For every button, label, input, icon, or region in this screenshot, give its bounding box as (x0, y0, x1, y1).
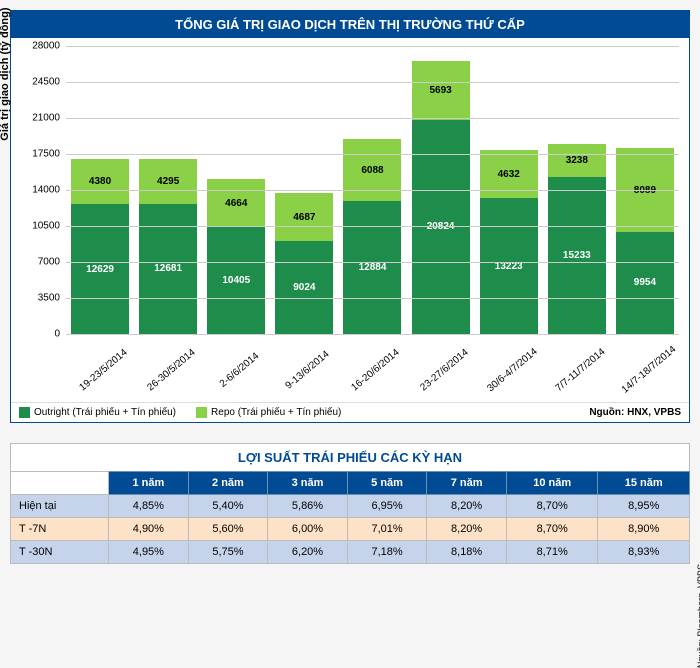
table-column-header: 3 năm (268, 472, 348, 495)
bar-value-outright: 15233 (563, 250, 591, 261)
table-body: Hiện tại4,85%5,40%5,86%6,95%8,20%8,70%8,… (11, 495, 690, 564)
table-header-row: 1 năm2 năm3 năm5 năm7 năm10 năm15 năm (11, 472, 690, 495)
bar-value-repo: 4632 (498, 169, 520, 180)
x-axis-labels: 19-23/5/201426-30/5/20142-6/6/20149-13/6… (66, 338, 679, 402)
bar-segment-outright: 9954 (616, 232, 674, 334)
bar-segment-repo: 4687 (275, 193, 333, 241)
bar-segment-repo: 4664 (207, 179, 265, 227)
gridline (66, 82, 679, 83)
table-cell: 5,60% (188, 518, 268, 541)
chart-title: TỔNG GIÁ TRỊ GIAO DỊCH TRÊN THỊ TRƯỜNG T… (11, 11, 689, 38)
table-row: T -7N4,90%5,60%6,00%7,01%8,20%8,70%8,90% (11, 518, 690, 541)
bar-value-repo: 4664 (225, 198, 247, 209)
bar-segment-repo: 4380 (71, 159, 129, 204)
bar-value-repo: 5693 (429, 85, 451, 96)
table-cell: 8,70% (506, 495, 598, 518)
bar-value-repo: 4295 (157, 176, 179, 187)
bar-value-outright: 10405 (222, 275, 250, 286)
legend-swatch-outright (19, 407, 30, 418)
y-tick-label: 10500 (18, 221, 60, 232)
x-tick-label: 14/7-18/7/2014 (620, 345, 700, 436)
table-cell: 5,75% (188, 541, 268, 564)
bar-value-repo: 4380 (89, 176, 111, 187)
table-cell: 6,95% (347, 495, 427, 518)
table-row-label: Hiện tại (11, 495, 109, 518)
table-column-header: 1 năm (109, 472, 189, 495)
table-cell: 7,01% (347, 518, 427, 541)
gridline (66, 190, 679, 191)
table-row-label: T -7N (11, 518, 109, 541)
bar-segment-repo: 6088 (343, 139, 401, 202)
bar-segment-outright: 12629 (71, 204, 129, 334)
table-cell: 4,90% (109, 518, 189, 541)
table-row: T -30N4,95%5,75%6,20%7,18%8,18%8,71%8,93… (11, 541, 690, 564)
gridline (66, 46, 679, 47)
table-cell: 8,71% (506, 541, 598, 564)
y-tick-label: 7000 (18, 257, 60, 268)
gridline (66, 118, 679, 119)
bar-segment-repo: 5693 (412, 61, 470, 120)
y-axis-label: Giá trị giao dịch (tỷ đồng) (0, 7, 11, 140)
y-tick-label: 24500 (18, 77, 60, 88)
bar-segment-outright: 9024 (275, 241, 333, 334)
table-corner-cell (11, 472, 109, 495)
y-tick-label: 3500 (18, 293, 60, 304)
bar-value-outright: 12629 (86, 264, 114, 275)
table-cell: 5,40% (188, 495, 268, 518)
chart-plot-area: Giá trị giao dịch (tỷ đồng) 438012629429… (11, 38, 689, 338)
bar-value-repo: 6088 (361, 165, 383, 176)
table-title: LỢI SUẤT TRÁI PHIẾU CÁC KỲ HẠN (10, 443, 690, 471)
table-row-label: T -30N (11, 541, 109, 564)
table-cell: 8,93% (598, 541, 690, 564)
table-cell: 6,20% (268, 541, 348, 564)
table-cell: 8,20% (427, 518, 507, 541)
table-column-header: 2 năm (188, 472, 268, 495)
bar-segment-outright: 15233 (548, 177, 606, 334)
gridline (66, 334, 679, 335)
bar-value-outright: 12884 (359, 262, 387, 273)
table-cell: 6,00% (268, 518, 348, 541)
table-cell: 8,95% (598, 495, 690, 518)
y-tick-label: 0 (18, 329, 60, 340)
table-source: Nguồn: Bloomberg, VPBS (696, 564, 700, 668)
y-tick-label: 28000 (18, 41, 60, 52)
table-column-header: 10 năm (506, 472, 598, 495)
yield-table: 1 năm2 năm3 năm5 năm7 năm10 năm15 năm Hi… (10, 471, 690, 564)
table-cell: 8,18% (427, 541, 507, 564)
bar-value-outright: 9954 (634, 277, 656, 288)
y-tick-label: 17500 (18, 149, 60, 160)
table-column-header: 15 năm (598, 472, 690, 495)
yield-table-container: LỢI SUẤT TRÁI PHIẾU CÁC KỲ HẠN 1 năm2 nă… (10, 443, 690, 564)
chart-plot: 4380 12629 4295 12681 4664 10405 4687 9024 6088 1… (66, 46, 679, 334)
bar-value-repo: 3238 (566, 155, 588, 166)
gridline (66, 262, 679, 263)
bar-value-repo: 4687 (293, 212, 315, 223)
table-cell: 4,95% (109, 541, 189, 564)
bar-segment-outright: 12884 (343, 201, 401, 334)
table-cell: 5,86% (268, 495, 348, 518)
bar-segment-outright: 12681 (139, 204, 197, 334)
table-column-header: 7 năm (427, 472, 507, 495)
bar-value-outright: 12681 (154, 263, 182, 274)
bar-segment-outright: 13223 (480, 198, 538, 334)
gridline (66, 226, 679, 227)
gridline (66, 298, 679, 299)
bar-value-outright: 9024 (293, 282, 315, 293)
gridline (66, 154, 679, 155)
table-row: Hiện tại4,85%5,40%5,86%6,95%8,20%8,70%8,… (11, 495, 690, 518)
bar-segment-repo: 3238 (548, 144, 606, 177)
bar-segment-repo: 4295 (139, 159, 197, 203)
table-column-header: 5 năm (347, 472, 427, 495)
table-cell: 4,85% (109, 495, 189, 518)
table-cell: 7,18% (347, 541, 427, 564)
y-tick-label: 21000 (18, 113, 60, 124)
table-cell: 8,90% (598, 518, 690, 541)
table-cell: 8,70% (506, 518, 598, 541)
y-tick-label: 14000 (18, 185, 60, 196)
table-cell: 8,20% (427, 495, 507, 518)
secondary-market-chart: TỔNG GIÁ TRỊ GIAO DỊCH TRÊN THỊ TRƯỜNG T… (10, 10, 690, 423)
bar-segment-outright: 10405 (207, 227, 265, 334)
